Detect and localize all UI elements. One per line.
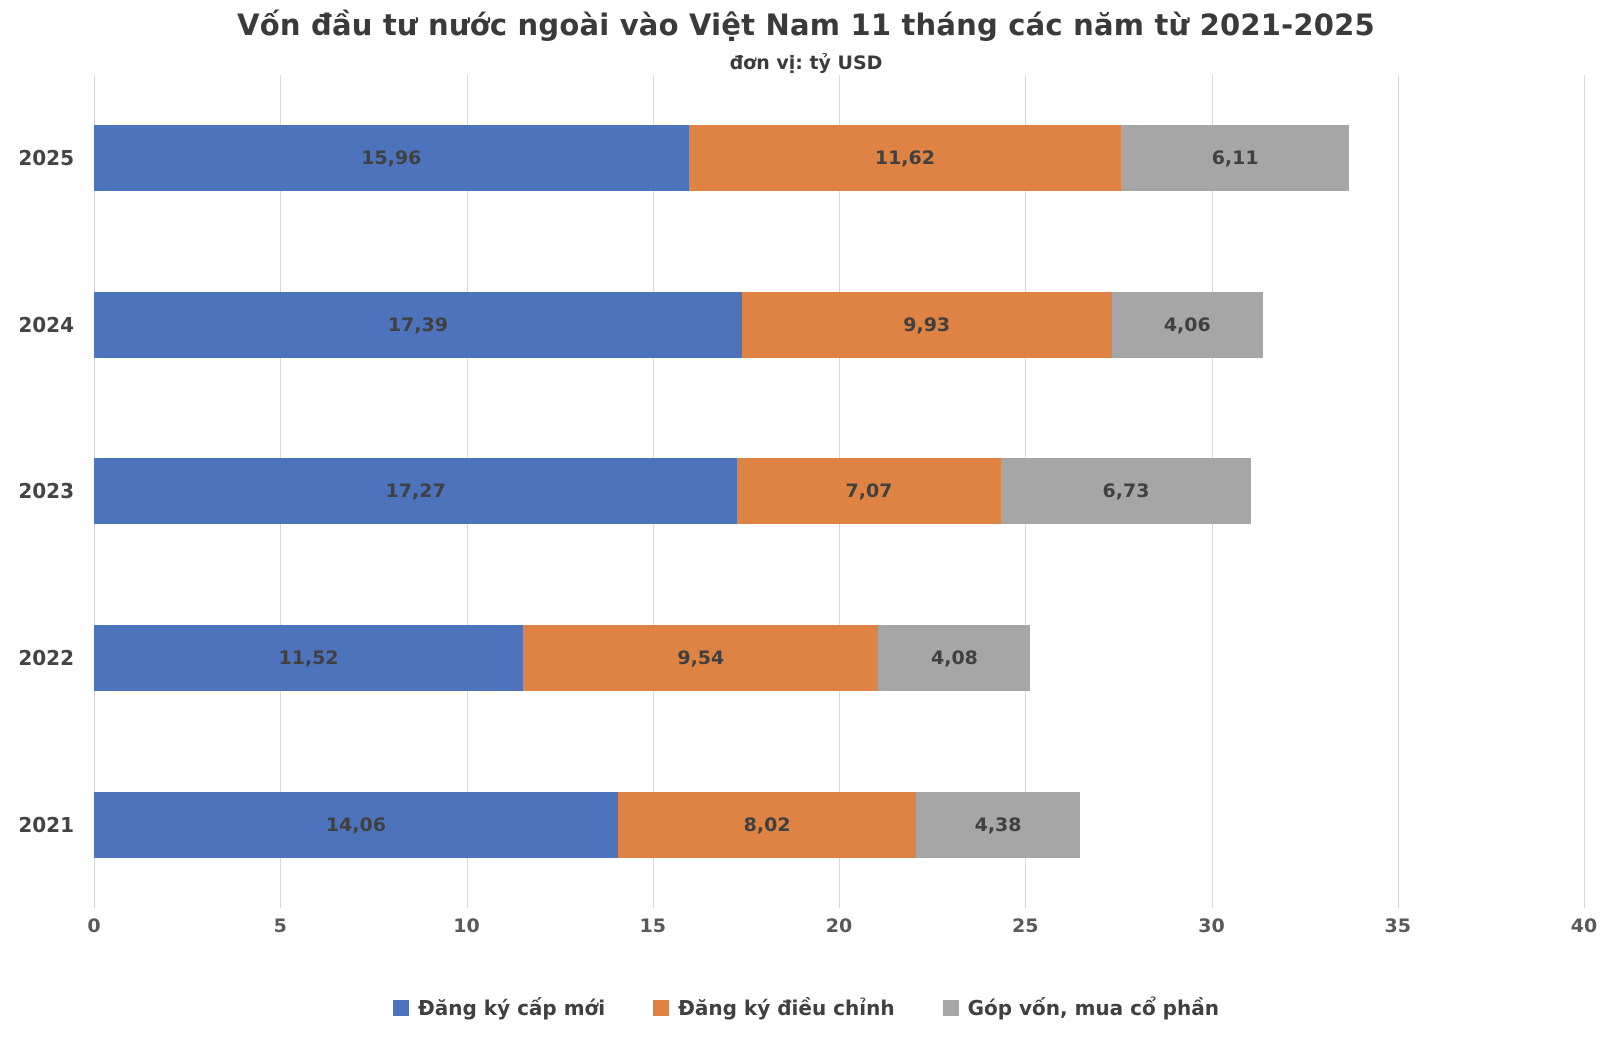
bar-segment: 14,06 (94, 791, 618, 858)
chart-subtitle: đơn vị: tỷ USD (729, 52, 883, 74)
bar-segment: 7,07 (737, 458, 1001, 525)
x-axis-tick-label: 25 (1012, 915, 1039, 937)
legend-label: Góp vốn, mua cổ phần (967, 996, 1219, 1020)
bar-segment: 4,06 (1111, 291, 1263, 358)
legend-item: Đăng ký cấp mới (393, 996, 605, 1020)
bar-segment: 6,11 (1121, 125, 1349, 192)
stacked-bar: 17,39 9,93 4,06 (94, 291, 1584, 358)
legend-label: Đăng ký cấp mới (418, 996, 606, 1020)
bar-segment: 11,62 (688, 125, 1122, 192)
stacked-bar: 11,52 9,54 4,08 (94, 625, 1584, 692)
chart-title: Vốn đầu tư nước ngoài vào Việt Nam 11 th… (237, 8, 1375, 42)
bar-segment: 17,27 (94, 458, 738, 525)
legend: Đăng ký cấp mới Đăng ký điều chỉnh Góp vốn… (0, 996, 1612, 1020)
bar-segment: 9,93 (741, 291, 1112, 358)
gridline (1584, 75, 1585, 908)
y-axis-label: 2021 (18, 812, 74, 837)
y-axis-label: 2023 (18, 479, 74, 504)
bar-value-label: 4,38 (974, 813, 1022, 836)
bar-value-label: 15,96 (361, 147, 422, 170)
bar-row-2022: 2022 11,52 9,54 4,08 (18, 575, 1584, 742)
legend-item: Đăng ký điều chỉnh (653, 996, 895, 1020)
bar-value-label: 7,07 (845, 480, 893, 503)
bar-value-label: 4,06 (1163, 313, 1211, 336)
x-axis-tick-label: 35 (1384, 915, 1411, 937)
bar-value-label: 9,54 (677, 647, 725, 670)
y-axis-label: 2025 (18, 146, 74, 171)
stacked-bar: 14,06 8,02 4,38 (94, 791, 1584, 858)
bar-row-2024: 2024 17,39 9,93 4,06 (18, 242, 1584, 409)
bar-segment: 9,54 (523, 625, 879, 692)
x-axis-tick-label: 10 (453, 915, 480, 937)
x-axis-tick-label: 20 (825, 915, 853, 937)
bar-row-2023: 2023 17,27 7,07 6,73 (18, 408, 1584, 575)
bar-value-label: 4,08 (931, 647, 978, 670)
bar-row-2025: 2025 15,96 11,62 6,11 (18, 75, 1584, 242)
gridline (1397, 75, 1399, 908)
bar-value-label: 11,62 (874, 147, 935, 170)
bar-value-label: 17,27 (385, 480, 446, 503)
bar-value-label: 8,02 (743, 813, 791, 836)
stacked-bar: 17,27 7,07 6,73 (94, 458, 1584, 525)
y-axis-label: 2022 (18, 646, 74, 671)
bar-segment: 11,52 (94, 625, 524, 692)
x-axis-tick-label: 15 (639, 915, 666, 937)
bar-segment: 4,08 (878, 625, 1031, 692)
x-axis-tick-label: 40 (1570, 915, 1598, 937)
x-axis-tick-label: 0 (87, 915, 101, 937)
bar-value-label: 14,06 (325, 813, 386, 836)
legend-swatch (393, 1000, 409, 1016)
bar-value-label: 11,52 (278, 647, 339, 670)
bar-value-label: 17,39 (387, 313, 448, 336)
bar-segment: 4,38 (916, 791, 1080, 858)
bar-segment: 8,02 (617, 791, 917, 858)
legend-swatch (653, 1000, 670, 1016)
x-axis: 0 5 10 15 20 25 30 35 40 (87, 915, 1597, 941)
bar-value-label: 6,73 (1102, 480, 1150, 503)
bar-value-label: 6,11 (1211, 147, 1259, 170)
bar-row-2021: 2021 14,06 8,02 4,38 (18, 741, 1584, 908)
bar-segment: 6,73 (1000, 458, 1252, 525)
x-axis-tick-label: 5 (273, 915, 287, 937)
y-axis-label: 2024 (18, 312, 74, 337)
legend-label: Đăng ký điều chỉnh (678, 996, 895, 1020)
bar-value-label: 9,93 (903, 313, 951, 336)
bar-segment: 17,39 (94, 291, 742, 358)
x-axis-tick-label: 30 (1198, 915, 1225, 937)
bar-rows: 2025 15,96 11,62 6,11 2024 17,39 9,93 4,06 2023 1… (18, 75, 1584, 908)
legend-swatch (942, 1000, 959, 1016)
bar-segment: 15,96 (94, 125, 689, 192)
stacked-bar: 15,96 11,62 6,11 (94, 125, 1584, 192)
legend-item: Góp vốn, mua cổ phần (942, 996, 1219, 1020)
plot-area: 2025 15,96 11,62 6,11 2024 17,39 9,93 4,06 2023 1… (18, 75, 1585, 908)
